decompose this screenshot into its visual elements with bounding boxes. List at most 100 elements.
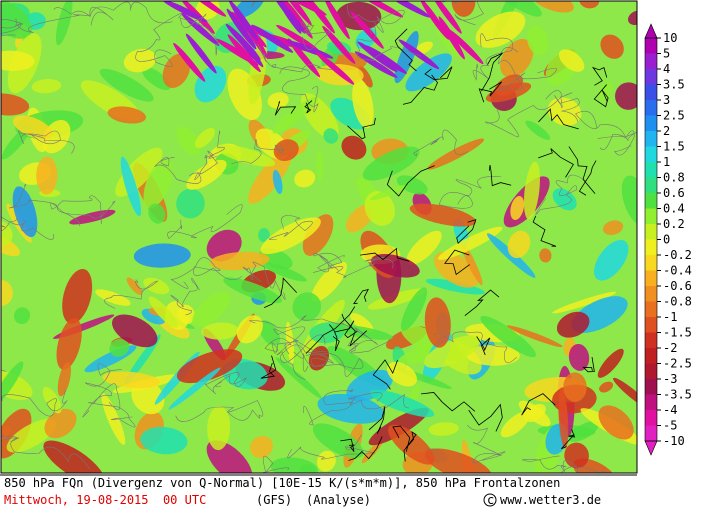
field-blob xyxy=(323,128,339,144)
colorbar-label: -1.5 xyxy=(663,326,692,340)
field-blob xyxy=(425,448,493,473)
field-blob xyxy=(124,334,161,385)
field-blob xyxy=(500,411,530,438)
field-blob xyxy=(598,82,613,101)
field-blob xyxy=(62,268,93,324)
contour xyxy=(257,43,334,73)
field-blob xyxy=(1,1,32,39)
coastline xyxy=(468,403,503,432)
field-blob xyxy=(523,161,540,220)
field-blob xyxy=(192,291,231,327)
colorbar-label: -4 xyxy=(663,403,677,417)
field-blob xyxy=(507,230,531,259)
contour xyxy=(305,353,364,377)
map-field xyxy=(1,1,637,473)
contour xyxy=(231,139,284,165)
field-blob xyxy=(558,49,585,72)
footer-site: www.wetter3.de xyxy=(500,493,601,507)
field-blob xyxy=(123,48,157,73)
field-streak xyxy=(226,8,257,50)
field-blob xyxy=(143,158,173,209)
coastline xyxy=(538,108,579,130)
field-blob xyxy=(207,405,231,451)
field-blob xyxy=(405,53,452,92)
footer-title: 850 hPa FQn (Divergenz von Q-Normal) [10… xyxy=(4,476,560,490)
field-blob xyxy=(352,79,374,129)
field-blob xyxy=(215,144,276,167)
field-streak xyxy=(282,1,313,39)
coastline xyxy=(394,28,417,72)
field-blob xyxy=(563,372,587,402)
colorbar-segment xyxy=(645,301,657,318)
field-streak xyxy=(354,51,398,78)
field-blob xyxy=(206,440,253,473)
field-streak xyxy=(420,1,450,40)
colorbar-label: -1 xyxy=(663,310,677,324)
contour xyxy=(175,400,264,422)
colorbar-segment xyxy=(645,255,657,271)
field-blob xyxy=(292,292,322,322)
field-blob xyxy=(424,297,451,348)
field-blob xyxy=(594,239,629,281)
coastline xyxy=(521,393,556,416)
field-blob xyxy=(13,115,53,140)
coastline xyxy=(488,165,512,187)
field-blob xyxy=(36,156,58,195)
field-blob xyxy=(331,324,393,340)
contour xyxy=(135,13,182,67)
field-blob xyxy=(267,92,289,109)
field-blob xyxy=(358,65,373,88)
contour xyxy=(312,256,394,278)
field-blob xyxy=(120,156,142,217)
colorbar: 10543.532.521.510.80.60.40.20-0.2-0.4-0.… xyxy=(644,23,692,456)
coastline xyxy=(340,438,355,452)
colorbar-label: -0.8 xyxy=(663,295,692,309)
field-blob xyxy=(409,203,477,227)
coastline xyxy=(538,148,574,178)
field-blob xyxy=(371,253,420,278)
field-blob xyxy=(194,65,227,103)
colorbar-segment xyxy=(645,286,657,302)
contour xyxy=(279,334,328,372)
coastline xyxy=(532,215,557,247)
colorbar-label: 2.5 xyxy=(663,109,685,123)
contour xyxy=(1,216,54,240)
contour xyxy=(204,372,247,395)
contour xyxy=(472,33,513,81)
field-blob xyxy=(602,220,624,236)
field-streak xyxy=(276,24,320,52)
colorbar-label: 1 xyxy=(663,155,670,169)
coastline xyxy=(328,324,340,352)
field-blob xyxy=(316,150,324,181)
field-blob xyxy=(621,175,637,226)
contour xyxy=(575,110,635,156)
field-blob xyxy=(400,287,428,331)
contour xyxy=(347,327,391,354)
colorbar-segment xyxy=(645,69,657,85)
colorbar-segment xyxy=(645,177,657,194)
colorbar-segment xyxy=(645,100,657,116)
colorbar-segment xyxy=(645,317,657,333)
colorbar-segment xyxy=(645,224,657,240)
colorbar-label: 3 xyxy=(663,93,670,107)
field-blob xyxy=(148,296,178,328)
footer-model: (GFS) xyxy=(256,493,292,507)
field-streak xyxy=(287,38,321,78)
coastline xyxy=(593,84,609,108)
coastline xyxy=(274,101,297,116)
field-blob xyxy=(525,120,551,140)
field-blob xyxy=(261,344,311,363)
field-blob xyxy=(1,50,35,71)
contour xyxy=(242,261,286,300)
coastline xyxy=(402,74,438,105)
field-blob xyxy=(518,400,551,427)
coastline xyxy=(456,218,477,245)
field-blob xyxy=(201,322,239,340)
field-blob xyxy=(510,195,525,220)
contour xyxy=(1,19,23,37)
coastline xyxy=(372,359,398,390)
contour xyxy=(154,156,202,184)
contour xyxy=(1,218,17,232)
coastline xyxy=(368,406,386,434)
field-blob xyxy=(466,345,520,366)
